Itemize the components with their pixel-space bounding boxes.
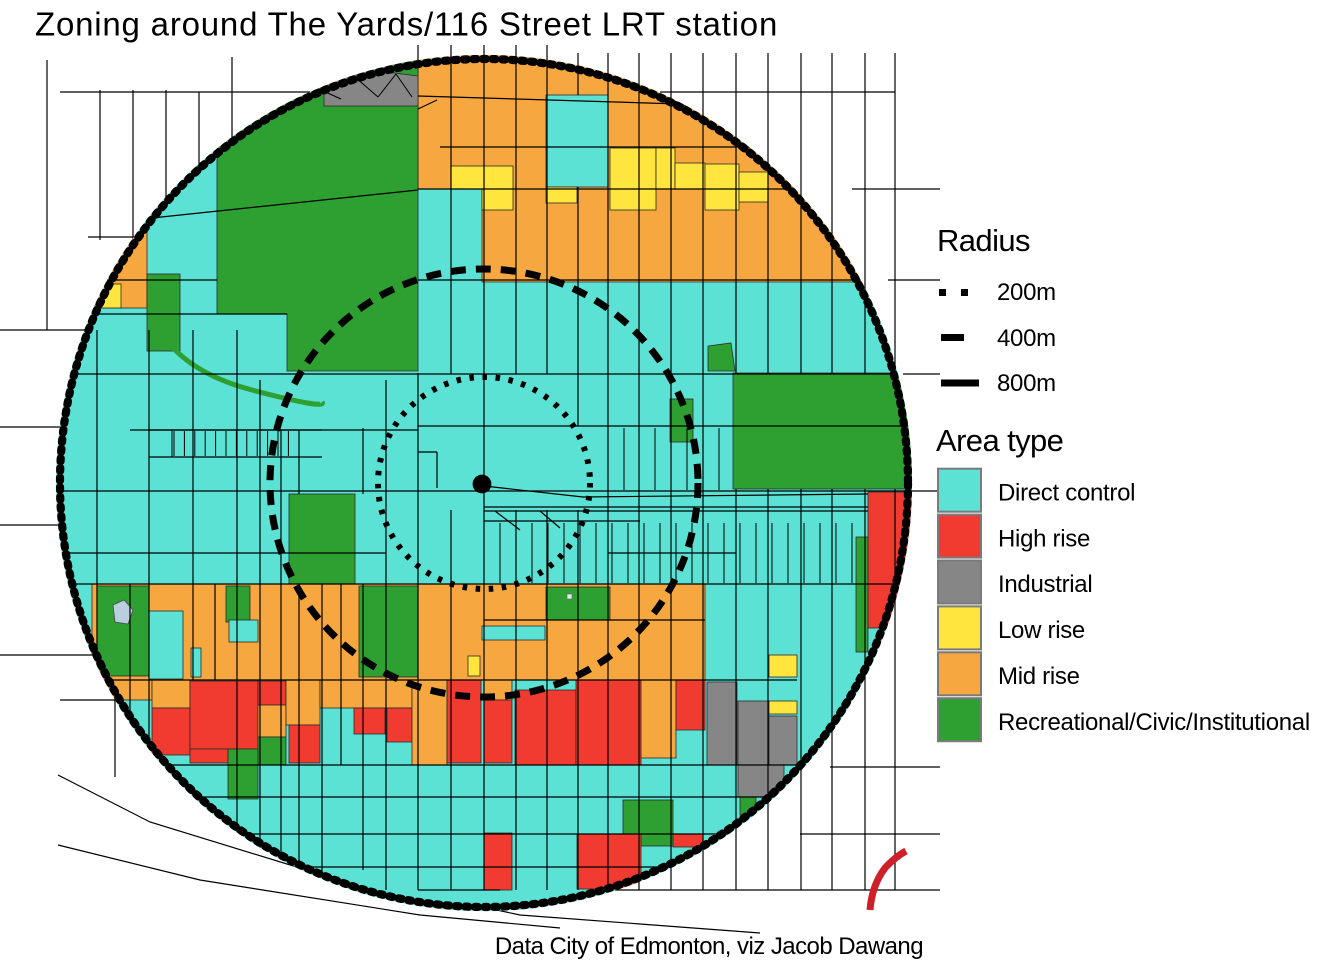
svg-text:Data City of Edmonton, viz Jac: Data City of Edmonton, viz Jacob Dawang (495, 933, 923, 960)
svg-text:200m: 200m (997, 279, 1056, 306)
svg-text:Low rise: Low rise (998, 617, 1085, 644)
svg-text:Industrial: Industrial (998, 571, 1092, 598)
svg-text:High rise: High rise (998, 525, 1090, 552)
svg-text:Area type: Area type (936, 423, 1063, 458)
svg-text:400m: 400m (997, 325, 1056, 352)
svg-text:800m: 800m (997, 370, 1056, 397)
svg-text:Mid rise: Mid rise (998, 663, 1080, 690)
svg-text:Zoning around The Yards/116 St: Zoning around The Yards/116 Street LRT s… (35, 6, 778, 43)
svg-text:Recreational/Civic/Institution: Recreational/Civic/Institutional (998, 709, 1310, 736)
svg-text:Direct control: Direct control (998, 479, 1135, 506)
svg-text:Radius: Radius (937, 223, 1030, 258)
